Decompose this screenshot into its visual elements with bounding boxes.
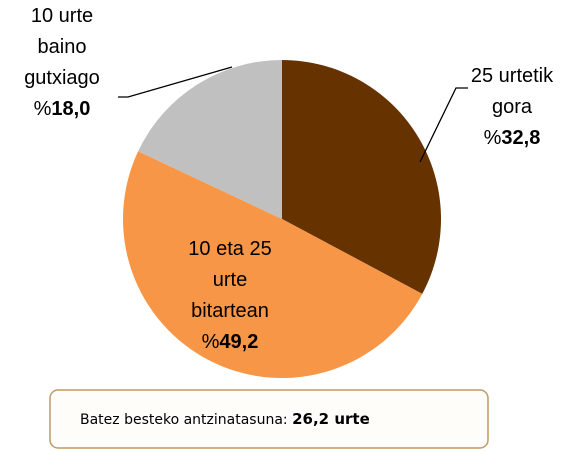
- leader-line: [419, 87, 468, 163]
- annotation-value: 26,2 urte: [292, 410, 370, 428]
- category-label: 10 eta 25 urte bitartean: [188, 238, 271, 322]
- pie-slice: [282, 60, 441, 294]
- value-label: %32,8: [484, 127, 541, 149]
- category-label: 10 urte baino gutxiago: [24, 5, 100, 89]
- annotation-label: Batez besteko antzinatasuna:: [80, 412, 288, 428]
- pie-slice: [138, 59, 282, 219]
- pie-slice: [123, 151, 423, 378]
- annotation-box: [49, 389, 489, 449]
- category-label: 25 urtetik gora: [471, 65, 554, 118]
- leader-line: [118, 66, 233, 98]
- value-label: %49,2: [202, 331, 259, 353]
- value-label: %18,0: [34, 98, 91, 120]
- annotation: Batez besteko antzinatasuna: 26,2 urte: [80, 410, 370, 428]
